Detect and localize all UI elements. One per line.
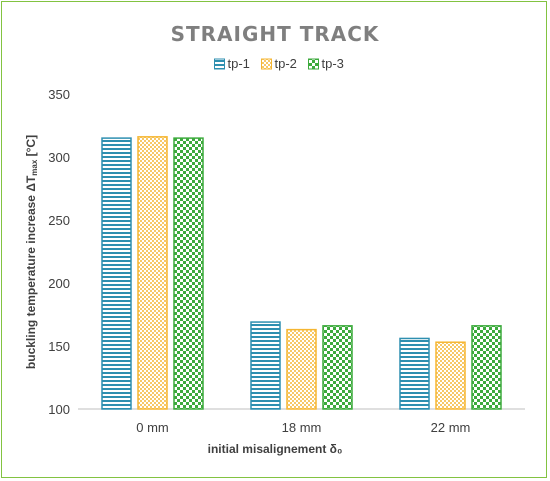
legend: tp-1 tp-2 tp-3 bbox=[214, 56, 344, 71]
y-tick-label: 300 bbox=[48, 150, 70, 165]
y-tick-label: 150 bbox=[48, 339, 70, 354]
legend-swatch-tp-3 bbox=[308, 58, 319, 70]
y-tick-label: 350 bbox=[48, 87, 70, 102]
bar-tp-3-18mm bbox=[322, 325, 353, 410]
legend-label-tp-2: tp-2 bbox=[275, 56, 297, 71]
x-tick-label: 0 mm bbox=[136, 420, 169, 435]
x-tick-label: 18 mm bbox=[282, 420, 322, 435]
y-tick-label: 100 bbox=[48, 402, 70, 417]
bar-tp-3-0mm bbox=[173, 137, 204, 410]
bar-tp-2-18mm bbox=[286, 328, 317, 410]
bar-tp-2-22mm bbox=[435, 341, 466, 410]
x-axis-title: initial misalignement δ₀ bbox=[208, 442, 343, 456]
legend-swatch-tp-1 bbox=[214, 58, 225, 70]
y-axis-title-unit: [°C] bbox=[24, 135, 38, 160]
legend-label-tp-3: tp-3 bbox=[322, 56, 344, 71]
bars bbox=[101, 136, 502, 410]
bar-tp-1-0mm bbox=[101, 137, 132, 410]
legend-swatch-tp-2 bbox=[261, 58, 272, 70]
y-axis-title: buckling temperature increase ΔTmax [°C] bbox=[24, 135, 39, 369]
y-axis-title-main: buckling temperature increase ΔT bbox=[24, 175, 38, 369]
bar-tp-1-22mm bbox=[399, 337, 430, 410]
y-tick-label: 250 bbox=[48, 213, 70, 228]
bar-tp-2-0mm bbox=[137, 136, 168, 410]
y-axis-ticks: 100 150 200 250 300 350 bbox=[48, 87, 70, 417]
legend-label-tp-1: tp-1 bbox=[228, 56, 250, 71]
y-axis-title-subscript: max bbox=[30, 159, 39, 176]
x-tick-label: 22 mm bbox=[431, 420, 471, 435]
chart-title: STRAIGHT TRACK bbox=[171, 22, 380, 46]
y-tick-label: 200 bbox=[48, 276, 70, 291]
x-axis-ticks: 0 mm 18 mm 22 mm bbox=[136, 420, 470, 435]
bar-tp-1-18mm bbox=[250, 321, 281, 410]
bar-tp-3-22mm bbox=[471, 325, 502, 410]
